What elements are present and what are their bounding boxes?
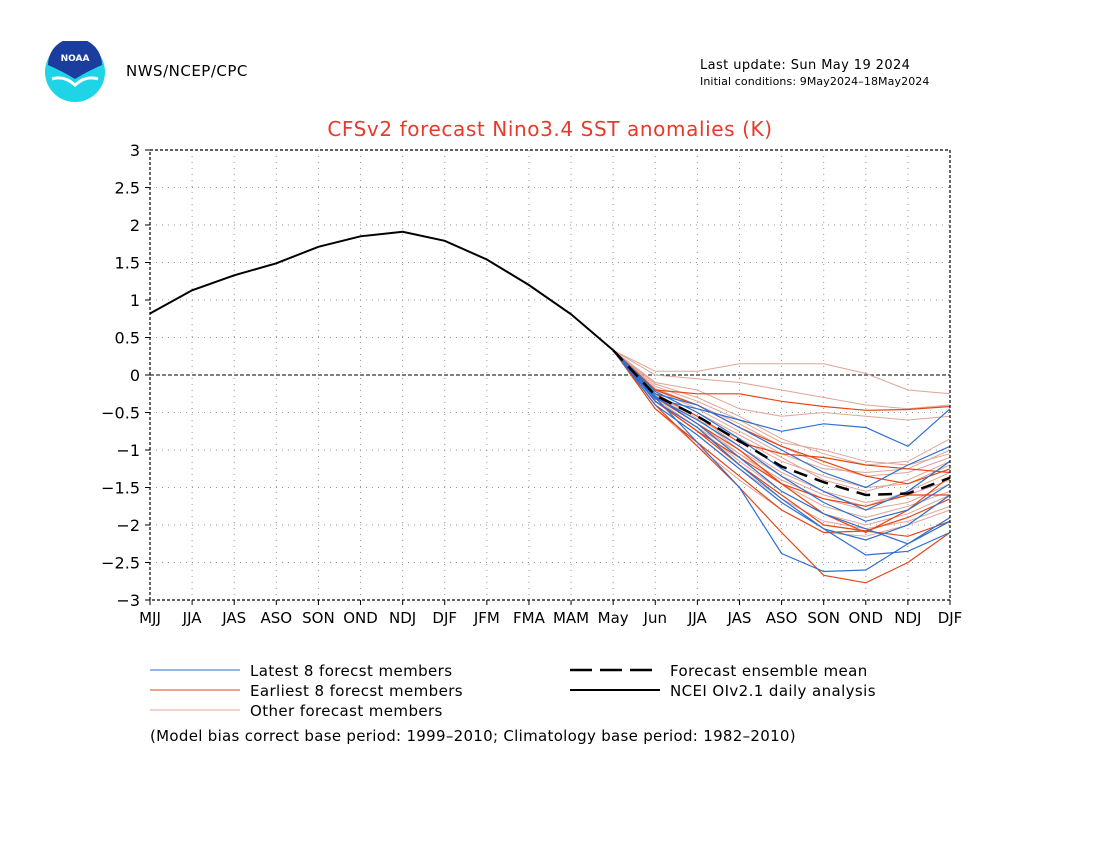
x-tick-label: JJA — [182, 609, 203, 627]
legend-label-latest: Latest 8 forecst members — [250, 662, 452, 680]
x-axis: MJJ JJA JAS ASO SON OND NDJ DJF JFM FMA MAM May Jun J… — [139, 600, 962, 627]
x-tick-label: JAS — [726, 609, 751, 627]
x-tick-label: ASO — [261, 609, 293, 627]
x-tick-label: JJA — [687, 609, 708, 627]
noaa-logo: NOAA — [45, 41, 105, 102]
y-tick-label: −2 — [116, 516, 140, 535]
x-tick-label: SON — [807, 609, 840, 627]
x-tick-label: JFM — [473, 609, 500, 627]
legend-label-other: Other forecast members — [250, 702, 443, 720]
x-tick-label: May — [598, 609, 629, 627]
x-tick-label: MJJ — [139, 609, 161, 627]
other-member-line — [612, 349, 951, 410]
y-tick-label: 1 — [130, 291, 140, 310]
other-member-line — [612, 349, 951, 489]
legend: Latest 8 forecst members Earliest 8 forec… — [150, 662, 876, 720]
last-update: Last update: Sun May 19 2024 — [700, 58, 911, 73]
analysis-line — [149, 230, 614, 352]
ensemble-mean-line — [612, 349, 951, 497]
footnote: (Model bias correct base period: 1999–20… — [150, 727, 796, 745]
other-member-line — [612, 349, 951, 466]
chart-title: CFSv2 forecast Nino3.4 SST anomalies (K) — [327, 117, 772, 141]
logo-bird-shape — [48, 41, 102, 79]
y-tick-label: −0.5 — [101, 404, 140, 423]
legend-label-earliest: Earliest 8 forecst members — [250, 682, 463, 700]
x-tick-label: JAS — [221, 609, 246, 627]
other-member-line — [612, 349, 951, 395]
latest-member-line — [612, 349, 951, 522]
y-tick-label: 0.5 — [115, 329, 140, 348]
earliest-member-line — [612, 349, 951, 485]
legend-label-analysis: NCEI OIv2.1 daily analysis — [670, 682, 876, 700]
latest-member-line — [612, 349, 951, 556]
x-tick-label: MAM — [553, 609, 589, 627]
x-tick-label: OND — [343, 609, 378, 627]
x-tick-label: NDJ — [894, 609, 921, 627]
legend-label-mean: Forecast ensemble mean — [670, 662, 868, 680]
earliest-member-line — [612, 349, 951, 411]
x-tick-label: SON — [302, 609, 335, 627]
other-member-line — [612, 349, 951, 421]
y-tick-label: −1.5 — [101, 479, 140, 498]
y-tick-label: 3 — [130, 141, 140, 160]
y-tick-label: 1.5 — [115, 254, 140, 273]
y-tick-label: 2.5 — [115, 179, 140, 198]
x-tick-label: ASO — [766, 609, 798, 627]
initial-conditions: Initial conditions: 9May2024–18May2024 — [700, 75, 930, 88]
x-tick-label: FMA — [513, 609, 546, 627]
y-tick-label: −3 — [116, 591, 140, 610]
y-tick-label: 2 — [130, 216, 140, 235]
latest-member-line — [612, 349, 951, 511]
y-axis: 3 2.5 2 1.5 1 0.5 0 −0.5 −1 −1.5 −2 −2.5 −3 — [101, 141, 150, 610]
latest-member-line — [612, 349, 951, 489]
earliest-member-line — [612, 349, 951, 534]
latest-member-line — [612, 349, 951, 541]
y-tick-label: −2.5 — [101, 554, 140, 573]
y-tick-label: 0 — [130, 366, 140, 385]
x-tick-label: OND — [849, 609, 884, 627]
x-tick-label: NDJ — [389, 609, 416, 627]
x-tick-label: DJF — [432, 609, 457, 627]
y-tick-label: −1 — [116, 441, 140, 460]
x-tick-label: Jun — [643, 609, 667, 627]
org-label: NWS/NCEP/CPC — [126, 62, 248, 80]
earliest-member-line — [612, 349, 950, 507]
earliest-member-line — [612, 349, 951, 584]
earliest-member-line — [612, 349, 951, 537]
plot-frame — [149, 149, 951, 601]
other-member-line — [612, 349, 951, 507]
other-member-line — [612, 349, 951, 511]
x-tick-label: DJF — [938, 609, 963, 627]
logo-wave — [51, 76, 99, 88]
logo-text: NOAA — [61, 54, 90, 64]
